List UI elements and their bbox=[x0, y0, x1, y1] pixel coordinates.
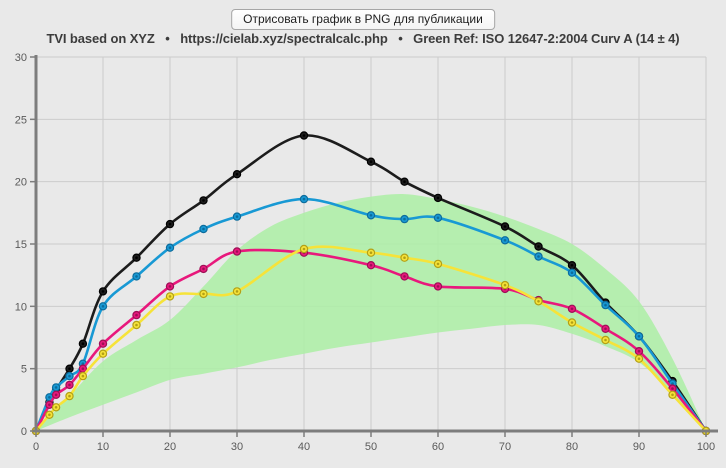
y-tick-label: 20 bbox=[15, 177, 27, 189]
data-point-core bbox=[604, 338, 607, 342]
data-point-core bbox=[54, 386, 58, 389]
x-tick-label: 100 bbox=[697, 441, 715, 453]
data-point-core bbox=[101, 290, 105, 293]
data-point-core bbox=[604, 303, 607, 307]
data-point-core bbox=[135, 313, 138, 317]
data-point-core bbox=[168, 246, 172, 249]
data-point-core bbox=[48, 413, 51, 417]
x-tick-label: 80 bbox=[566, 441, 578, 453]
data-point-core bbox=[436, 285, 440, 288]
data-point-core bbox=[81, 362, 85, 366]
data-point-core bbox=[68, 367, 71, 371]
x-tick-label: 40 bbox=[298, 441, 310, 453]
data-point-core bbox=[168, 295, 172, 298]
data-point-core bbox=[135, 256, 138, 260]
data-point-core bbox=[436, 196, 440, 200]
data-point-core bbox=[369, 214, 373, 217]
data-point-core bbox=[202, 292, 205, 296]
data-point-core bbox=[369, 251, 373, 254]
data-point-core bbox=[403, 256, 406, 260]
data-point-core bbox=[503, 283, 507, 287]
data-point-core bbox=[570, 307, 574, 311]
data-point-core bbox=[235, 250, 239, 253]
data-point-core bbox=[671, 393, 674, 397]
data-point-core bbox=[202, 227, 205, 231]
data-point-core bbox=[302, 197, 306, 201]
data-point-core bbox=[503, 225, 507, 228]
data-point-core bbox=[503, 239, 507, 242]
data-point-core bbox=[537, 245, 540, 248]
data-point-core bbox=[671, 387, 674, 390]
data-point-core bbox=[68, 383, 71, 387]
data-point-core bbox=[436, 216, 440, 220]
data-point-core bbox=[537, 255, 540, 258]
y-tick-label: 10 bbox=[15, 301, 27, 313]
y-tick-label: 5 bbox=[21, 364, 27, 376]
data-point-core bbox=[168, 285, 172, 288]
export-png-button[interactable]: Отрисовать график в PNG для публикации bbox=[231, 9, 495, 30]
data-point-core bbox=[235, 172, 239, 176]
x-axis-ticks: 0 10 20 30 40 50 60 70 80 90 100 bbox=[33, 432, 715, 453]
data-point-core bbox=[48, 403, 51, 407]
data-point-core bbox=[570, 263, 574, 267]
data-point-core bbox=[235, 215, 239, 218]
data-point-core bbox=[671, 382, 674, 385]
data-point-core bbox=[302, 247, 306, 251]
y-tick-label: 0 bbox=[21, 426, 27, 438]
x-tick-label: 60 bbox=[432, 441, 444, 453]
data-point-core bbox=[101, 342, 105, 346]
x-tick-label: 70 bbox=[499, 441, 511, 453]
data-point-core bbox=[68, 374, 71, 378]
data-point-core bbox=[235, 290, 239, 293]
data-point-core bbox=[54, 393, 58, 397]
data-point-core bbox=[369, 160, 373, 163]
data-point-core bbox=[637, 335, 641, 338]
y-tick-label: 25 bbox=[15, 114, 27, 126]
data-point-core bbox=[604, 327, 607, 331]
data-point-core bbox=[369, 263, 373, 267]
data-point-core bbox=[81, 342, 85, 346]
data-point-core bbox=[81, 367, 85, 371]
data-point-core bbox=[68, 394, 71, 398]
y-tick-label: 30 bbox=[15, 52, 27, 64]
data-point-core bbox=[81, 374, 85, 378]
y-axis-ticks: 0 5 10 15 20 25 30 bbox=[15, 52, 35, 438]
data-point-core bbox=[570, 321, 574, 324]
data-point-core bbox=[48, 396, 51, 399]
data-point-core bbox=[101, 352, 105, 356]
data-point-core bbox=[135, 323, 138, 327]
data-point-core bbox=[637, 357, 641, 361]
x-tick-label: 20 bbox=[164, 441, 176, 453]
x-tick-label: 0 bbox=[33, 441, 39, 453]
data-point-core bbox=[637, 349, 641, 353]
data-point-core bbox=[202, 267, 205, 271]
data-point-core bbox=[403, 217, 406, 221]
data-point-core bbox=[537, 300, 540, 303]
data-point-core bbox=[570, 271, 574, 275]
data-point-core bbox=[403, 275, 406, 278]
data-point-core bbox=[101, 305, 105, 308]
data-point-core bbox=[168, 222, 172, 226]
x-tick-label: 30 bbox=[231, 441, 243, 453]
data-point-core bbox=[202, 199, 205, 202]
data-point-core bbox=[403, 180, 406, 183]
data-point-core bbox=[302, 134, 306, 137]
x-tick-label: 50 bbox=[365, 441, 377, 453]
x-tick-label: 90 bbox=[633, 441, 645, 453]
y-tick-label: 15 bbox=[15, 239, 27, 251]
data-point-core bbox=[54, 406, 58, 409]
chart-title: TVI based on XYZ • https://cielab.xyz/sp… bbox=[46, 31, 680, 46]
x-tick-label: 10 bbox=[97, 441, 109, 453]
data-point-core bbox=[135, 275, 138, 278]
data-point-core bbox=[436, 262, 440, 266]
